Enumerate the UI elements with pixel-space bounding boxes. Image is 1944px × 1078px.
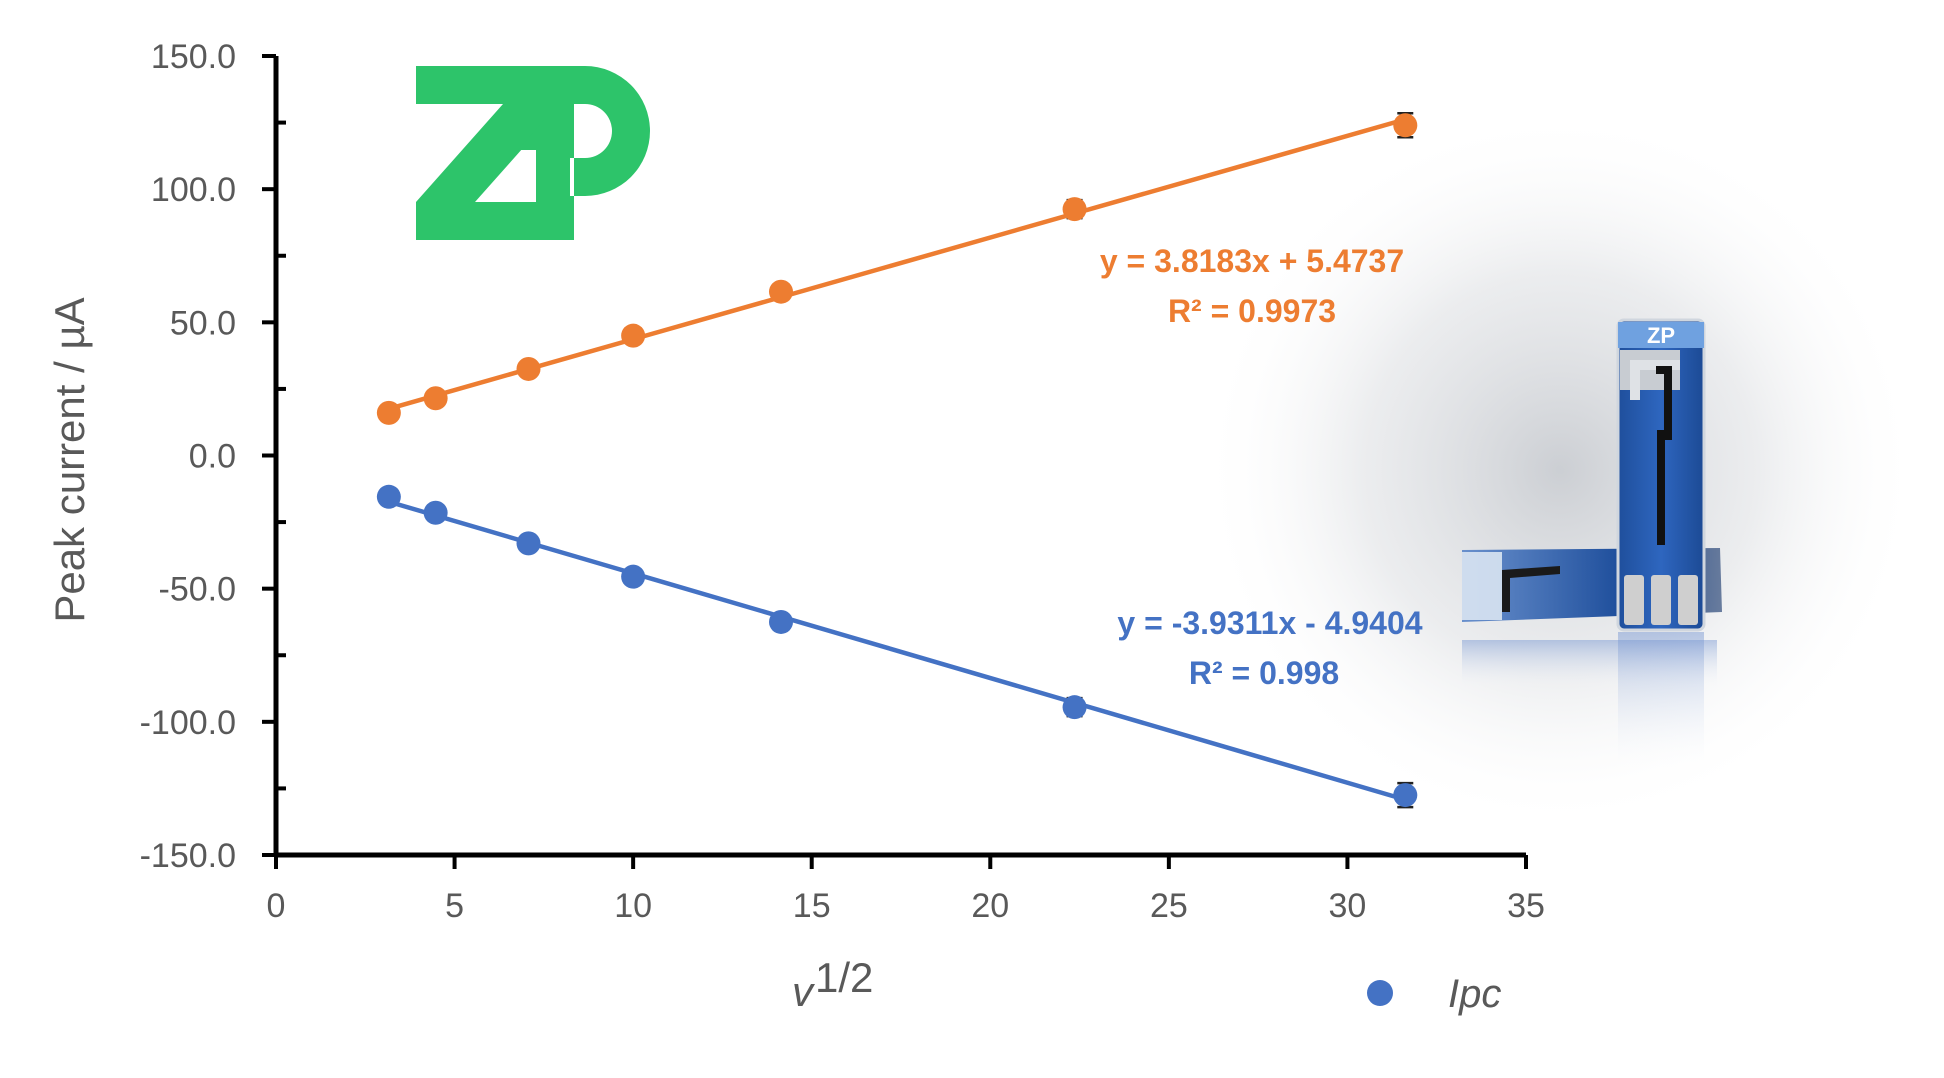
data-point-series-0 [376,400,401,425]
x-tick-label: 5 [445,887,464,925]
trendline-r2-upper: R² = 0.9973 [1168,293,1336,329]
data-point-series-1 [376,484,401,509]
trendline-series-1 [388,499,1406,802]
data-point-series-0 [516,356,541,381]
x-tick-label: 30 [1329,887,1367,925]
legend-label: Ipc [1448,972,1501,1016]
logo-letter-z [416,66,562,240]
y-tick-label: -100.0 [140,704,236,742]
data-point-series-1 [621,564,646,589]
data-point-series-1 [769,609,793,634]
x-tick-label: 35 [1507,887,1545,925]
logo-letter-p [518,66,650,240]
electrode-photo: ZP [1200,110,1920,830]
data-point-series-1 [1062,695,1087,720]
x-tick-label: 25 [1150,887,1188,925]
legend: Ipc [1367,972,1501,1016]
data-point-series-1 [516,531,541,556]
y-tick-label: -150.0 [140,837,236,875]
photo-background-glow [1200,110,1920,830]
trendlines [388,117,1406,802]
trendline-equation-upper: y = 3.8183x + 5.4737 [1100,243,1404,279]
x-tick-label: 15 [793,887,831,925]
zp-logo [416,66,650,240]
trendline-r2-lower: R² = 0.998 [1189,655,1339,691]
ticks: 150.0 100.0 50.0 0.0 -50.0 -100.0 -150.0 0 5 10 15… [140,38,1545,925]
data-point-series-0 [1062,197,1087,222]
trendline-equation-lower: y = -3.9311x - 4.9404 [1117,605,1422,641]
x-tick-label: 20 [971,887,1009,925]
x-tick-label: 0 [267,887,286,925]
x-axis-title-base: v [792,968,816,1015]
data-point-series-0 [423,386,448,411]
x-axis-title-superscript: 1/2 [815,954,873,1001]
legend-marker [1367,980,1393,1006]
y-tick-label: 100.0 [151,171,236,209]
x-tick-label: 10 [614,887,652,925]
y-tick-label: 0.0 [189,438,236,476]
data-point-series-1 [423,500,448,525]
y-tick-label: 150.0 [151,38,236,76]
data-point-series-0 [621,323,646,348]
data-points [376,113,1418,808]
data-point-series-0 [1393,113,1418,138]
electrode-strip-upright: ZP [1616,318,1706,772]
y-tick-label: -50.0 [159,571,237,609]
x-axis-title: v 1/2 [792,954,873,1015]
strip-logo-text: ZP [1647,323,1675,348]
data-point-series-0 [769,279,793,304]
data-point-series-1 [1393,783,1418,808]
trendline-series-0 [388,117,1406,411]
y-tick-label: 50.0 [170,304,236,342]
y-axis-title: Peak current / µA [46,297,93,622]
